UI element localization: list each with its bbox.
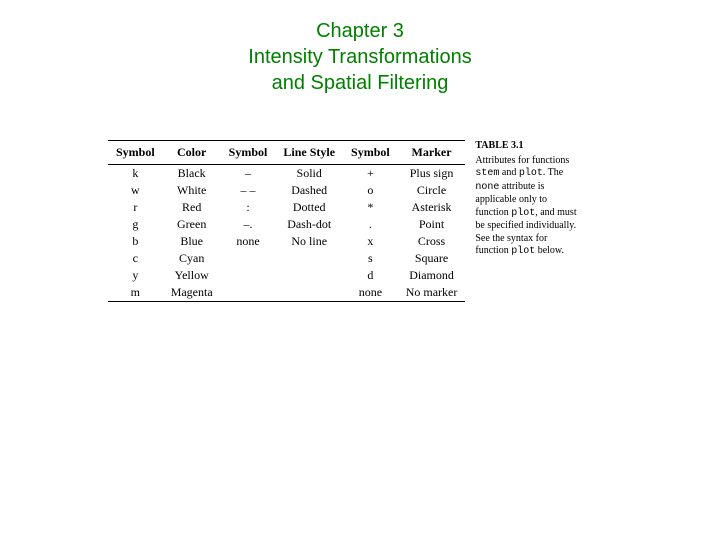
caption-title: TABLE 3.1 bbox=[475, 140, 581, 153]
table-cell: Blue bbox=[163, 233, 221, 250]
col-header: Symbol bbox=[343, 141, 398, 165]
title-line-3: and Spatial Filtering bbox=[0, 70, 720, 96]
table-cell: + bbox=[343, 165, 398, 183]
caption-text: plot bbox=[519, 168, 543, 179]
table-header-row: Symbol Color Symbol Line Style Symbol Ma… bbox=[108, 141, 465, 165]
caption-text: stem bbox=[475, 168, 499, 179]
table-row: rRed:Dotted*Asterisk bbox=[108, 199, 465, 216]
table-row: wWhite– –DashedoCircle bbox=[108, 182, 465, 199]
table-cell: b bbox=[108, 233, 163, 250]
table-cell: k bbox=[108, 165, 163, 183]
table-cell: Cross bbox=[398, 233, 466, 250]
table-cell: Cyan bbox=[163, 250, 221, 267]
table-cell: Dash-dot bbox=[275, 216, 343, 233]
content-area: Symbol Color Symbol Line Style Symbol Ma… bbox=[108, 140, 581, 302]
caption-body: Attributes for functions stem and plot. … bbox=[475, 155, 581, 259]
caption-text: plot bbox=[511, 208, 535, 219]
table-cell: Dashed bbox=[275, 182, 343, 199]
table-body: kBlack–Solid+Plus signwWhite– –DashedoCi… bbox=[108, 165, 465, 302]
table-cell: Red bbox=[163, 199, 221, 216]
table-cell: – bbox=[221, 165, 276, 183]
col-header: Marker bbox=[398, 141, 466, 165]
table-cell: c bbox=[108, 250, 163, 267]
table-cell: o bbox=[343, 182, 398, 199]
table-cell: m bbox=[108, 284, 163, 302]
table-cell: y bbox=[108, 267, 163, 284]
table-cell: g bbox=[108, 216, 163, 233]
attributes-table: Symbol Color Symbol Line Style Symbol Ma… bbox=[108, 140, 465, 302]
table-cell: Plus sign bbox=[398, 165, 466, 183]
table-cell bbox=[221, 284, 276, 302]
table-row: mMagenta noneNo marker bbox=[108, 284, 465, 302]
table-cell bbox=[221, 267, 276, 284]
table-cell: Solid bbox=[275, 165, 343, 183]
table-cell: Asterisk bbox=[398, 199, 466, 216]
table-cell: none bbox=[221, 233, 276, 250]
table-cell bbox=[275, 267, 343, 284]
table-cell: – – bbox=[221, 182, 276, 199]
table-cell: White bbox=[163, 182, 221, 199]
table-cell: . bbox=[343, 216, 398, 233]
table-cell: r bbox=[108, 199, 163, 216]
table-cell: Black bbox=[163, 165, 221, 183]
table-cell: –. bbox=[221, 216, 276, 233]
table-cell: : bbox=[221, 199, 276, 216]
table-cell: d bbox=[343, 267, 398, 284]
table-cell: No line bbox=[275, 233, 343, 250]
caption-text: and bbox=[499, 167, 518, 178]
table-cell: Dotted bbox=[275, 199, 343, 216]
table-cell: none bbox=[343, 284, 398, 302]
table-row: cCyan sSquare bbox=[108, 250, 465, 267]
title-line-1: Chapter 3 bbox=[0, 18, 720, 44]
table-cell: s bbox=[343, 250, 398, 267]
caption-text: none bbox=[475, 182, 499, 193]
table-cell: Square bbox=[398, 250, 466, 267]
caption-text: below. bbox=[535, 245, 564, 256]
caption-text: . The bbox=[543, 167, 563, 178]
table-row: gGreen–.Dash-dot.Point bbox=[108, 216, 465, 233]
table-cell: w bbox=[108, 182, 163, 199]
table-cell: Green bbox=[163, 216, 221, 233]
table-row: bBluenoneNo linexCross bbox=[108, 233, 465, 250]
table-cell: Circle bbox=[398, 182, 466, 199]
table-cell: Magenta bbox=[163, 284, 221, 302]
table-cell: * bbox=[343, 199, 398, 216]
table-cell: No marker bbox=[398, 284, 466, 302]
table-caption: TABLE 3.1 Attributes for functions stem … bbox=[475, 140, 581, 259]
title-line-2: Intensity Transformations bbox=[0, 44, 720, 70]
col-header: Symbol bbox=[108, 141, 163, 165]
table-cell: Diamond bbox=[398, 267, 466, 284]
table-row: kBlack–Solid+Plus sign bbox=[108, 165, 465, 183]
chapter-title: Chapter 3 Intensity Transformations and … bbox=[0, 0, 720, 96]
table-cell bbox=[275, 250, 343, 267]
col-header: Symbol bbox=[221, 141, 276, 165]
table-cell bbox=[275, 284, 343, 302]
table-cell: Point bbox=[398, 216, 466, 233]
col-header: Color bbox=[163, 141, 221, 165]
caption-text: Attributes for functions bbox=[475, 155, 569, 166]
table-cell bbox=[221, 250, 276, 267]
col-header: Line Style bbox=[275, 141, 343, 165]
table-cell: Yellow bbox=[163, 267, 221, 284]
table-row: yYellow dDiamond bbox=[108, 267, 465, 284]
caption-text: plot bbox=[511, 246, 535, 257]
table-cell: x bbox=[343, 233, 398, 250]
